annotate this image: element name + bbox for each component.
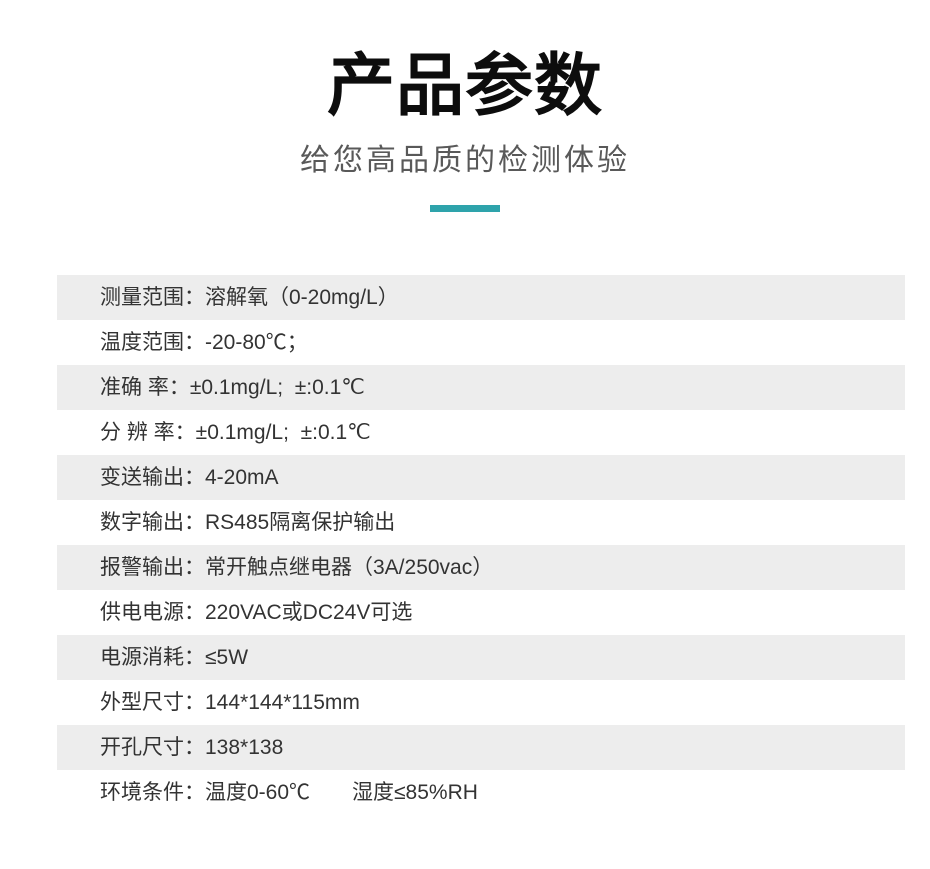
spec-label: 温度范围	[100, 331, 184, 354]
spec-row: 环境条件：温度0-60℃ 湿度≤85%RH	[57, 770, 905, 815]
spec-row: 开孔尺寸：138*138	[57, 725, 905, 770]
spec-separator: ：	[184, 781, 205, 804]
spec-row: 供电电源：220VAC或DC24V可选	[57, 590, 905, 635]
spec-label: 测量范围	[100, 286, 184, 309]
spec-separator: ：	[184, 556, 205, 579]
spec-separator: ：	[174, 421, 196, 444]
spec-label: 供电电源	[100, 601, 184, 624]
spec-value: -20-80℃；	[205, 331, 308, 354]
spec-label: 分 辨 率	[100, 421, 175, 444]
spec-label: 开孔尺寸	[100, 736, 184, 759]
spec-value: 144*144*115mm	[205, 691, 360, 714]
spec-value: 温度0-60℃ 湿度≤85%RH	[205, 781, 478, 804]
spec-row: 变送输出：4-20mA	[57, 455, 905, 500]
spec-table: 测量范围：溶解氧（0-20mg/L） 温度范围：-20-80℃； 准确 率：±0.1…	[57, 275, 905, 815]
spec-separator: ：	[184, 736, 205, 759]
spec-separator: ：	[184, 286, 205, 309]
spec-label: 电源消耗	[100, 646, 184, 669]
spec-label: 准确 率	[100, 376, 169, 399]
spec-row: 外型尺寸：144*144*115mm	[57, 680, 905, 725]
spec-row: 温度范围：-20-80℃；	[57, 320, 905, 365]
spec-row: 测量范围：溶解氧（0-20mg/L）	[57, 275, 905, 320]
spec-row: 报警输出：常开触点继电器（3A/250vac）	[57, 545, 905, 590]
spec-separator: ：	[184, 511, 205, 534]
spec-row: 准确 率：±0.1mg/L; ±:0.1℃	[57, 365, 905, 410]
spec-label: 变送输出	[100, 466, 184, 489]
spec-value: ≤5W	[205, 646, 249, 669]
spec-row: 分 辨 率：±0.1mg/L; ±:0.1℃	[57, 410, 905, 455]
spec-label: 环境条件	[100, 781, 184, 804]
spec-value: 常开触点继电器（3A/250vac）	[205, 556, 494, 579]
spec-value: 220VAC或DC24V可选	[205, 601, 413, 624]
spec-separator: ：	[184, 466, 205, 489]
page-title: 产品参数	[326, 48, 603, 124]
spec-label: 外型尺寸	[100, 691, 184, 714]
spec-label: 数字输出	[100, 511, 184, 534]
page-subtitle: 给您高品质的检测体验	[300, 144, 630, 177]
spec-separator: ：	[168, 376, 190, 399]
spec-value: 溶解氧（0-20mg/L）	[205, 286, 399, 309]
spec-separator: ：	[184, 646, 205, 669]
spec-separator: ：	[184, 601, 205, 624]
spec-separator: ：	[184, 691, 205, 714]
spec-separator: ：	[184, 331, 205, 354]
spec-row: 数字输出：RS485隔离保护输出	[57, 500, 905, 545]
accent-divider	[430, 205, 500, 212]
spec-value: ±0.1mg/L; ±:0.1℃	[189, 376, 365, 399]
spec-value: RS485隔离保护输出	[205, 511, 396, 534]
spec-value: 138*138	[205, 736, 284, 759]
spec-value: ±0.1mg/L; ±:0.1℃	[195, 421, 371, 444]
page-header: 产品参数 给您高品质的检测体验	[0, 0, 930, 212]
spec-label: 报警输出	[100, 556, 184, 579]
spec-row: 电源消耗：≤5W	[57, 635, 905, 680]
spec-value: 4-20mA	[205, 466, 279, 489]
